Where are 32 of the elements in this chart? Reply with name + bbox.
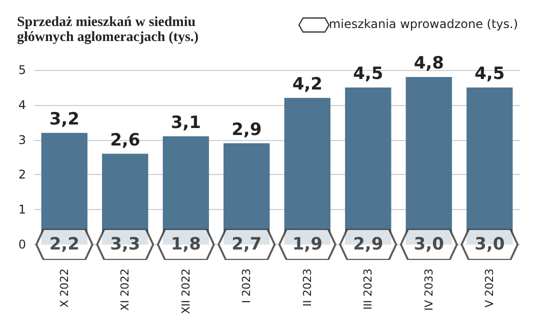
data-label: 4,5 bbox=[474, 64, 505, 84]
x-tick-label: II 2023 bbox=[300, 268, 314, 306]
y-tick-label: 4 bbox=[18, 98, 26, 112]
annotation: 2,9 bbox=[353, 234, 384, 254]
data-label: 4,2 bbox=[292, 74, 322, 94]
annotation: 3,0 bbox=[414, 234, 444, 254]
x-tick-label: XII 2022 bbox=[179, 268, 192, 314]
x-tick-label: X 2022 bbox=[58, 268, 71, 308]
annotation: 1,9 bbox=[292, 234, 322, 254]
y-tick-label: 3 bbox=[18, 132, 26, 147]
x-tick-label: IV 2033 bbox=[422, 268, 436, 311]
y-tick-label: 0 bbox=[18, 237, 26, 252]
annotation: 3,3 bbox=[110, 234, 140, 254]
x-tick-label: V 2023 bbox=[483, 268, 496, 308]
x-tick-label: XI 2022 bbox=[118, 268, 132, 311]
data-label: 2,9 bbox=[232, 120, 262, 140]
y-tick-label: 2 bbox=[18, 168, 26, 182]
data-label: 3,2 bbox=[49, 109, 80, 130]
y-tick-label: 1 bbox=[18, 202, 26, 217]
annotation: 2,7 bbox=[232, 234, 262, 254]
annotation: 2,2 bbox=[49, 234, 80, 254]
data-label: 2,6 bbox=[110, 130, 140, 150]
annotation: 1,8 bbox=[170, 234, 201, 254]
chart-title: Sprzedaż mieszkań w siedmiu głównych aglomeracjach (tys.) bbox=[17, 15, 199, 45]
x-tick-label: I 2023 bbox=[240, 268, 254, 304]
x-tick-label: III 2023 bbox=[362, 268, 375, 310]
data-label: 4,5 bbox=[353, 64, 384, 84]
text: mieszkania wprowadzone (tys.) bbox=[328, 17, 518, 31]
y-tick-label: 5 bbox=[18, 63, 26, 77]
annotation: 3,0 bbox=[474, 234, 505, 254]
data-label: 3,1 bbox=[170, 112, 201, 133]
data-label: 4,8 bbox=[414, 53, 444, 74]
